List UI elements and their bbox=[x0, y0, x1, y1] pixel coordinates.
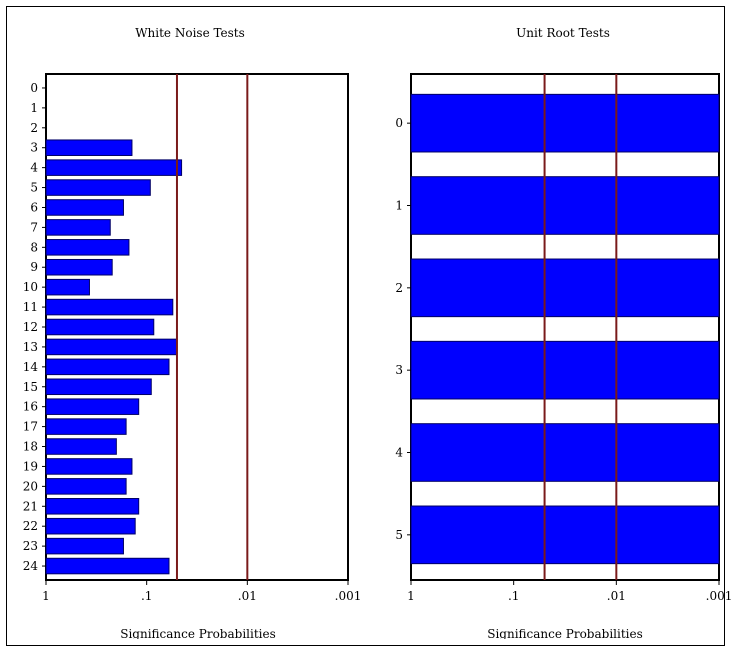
white-noise-bar-9 bbox=[45, 258, 113, 276]
white-noise-x-tick-label-0: 1 bbox=[42, 589, 50, 603]
white-noise-bar-22 bbox=[45, 517, 136, 535]
white-noise-y-tick-label-13: 13 bbox=[23, 340, 38, 354]
white-noise-bar-11 bbox=[45, 298, 174, 316]
unit-root-x-tick-label-1: .1 bbox=[508, 589, 519, 603]
left-chart-title: White Noise Tests bbox=[135, 26, 245, 40]
white-noise-y-tick-label-18: 18 bbox=[23, 440, 38, 454]
white-noise-y-tick-label-14: 14 bbox=[23, 360, 39, 374]
white-noise-bar-18 bbox=[45, 438, 117, 455]
white-noise-bar-19 bbox=[45, 458, 133, 475]
white-noise-y-tick-label-17: 17 bbox=[23, 420, 38, 434]
white-noise-y-tick-label-2: 2 bbox=[30, 121, 38, 135]
white-noise-x-tick-label-1: .1 bbox=[141, 589, 152, 603]
white-noise-bar-4 bbox=[45, 159, 183, 176]
unit-root-plot-area bbox=[410, 73, 720, 581]
white-noise-bar-6 bbox=[45, 199, 124, 216]
unit-root-y-tick-label-5: 5 bbox=[395, 528, 403, 542]
white-noise-bar-16 bbox=[45, 398, 140, 415]
white-noise-y-tick-label-0: 0 bbox=[30, 81, 38, 95]
white-noise-bar-10 bbox=[45, 278, 90, 296]
white-noise-bar-5 bbox=[45, 179, 151, 196]
unit-root-x-tick-label-3: .001 bbox=[706, 589, 733, 603]
white-noise-y-tick-label-4: 4 bbox=[30, 161, 38, 175]
white-noise-bar-3 bbox=[45, 139, 133, 156]
white-noise-y-tick-label-22: 22 bbox=[23, 519, 38, 533]
white-noise-bar-8 bbox=[45, 239, 130, 256]
white-noise-y-tick-label-3: 3 bbox=[30, 141, 38, 155]
white-noise-bar-24 bbox=[45, 557, 170, 575]
unit-root-x-tick-label-2: .01 bbox=[607, 589, 626, 603]
white-noise-y-tick-label-19: 19 bbox=[23, 459, 38, 473]
white-noise-y-tick-label-24: 24 bbox=[23, 559, 39, 573]
white-noise-bar-12 bbox=[45, 318, 155, 336]
left-x-axis-label: Significance Probabilities bbox=[120, 627, 276, 639]
white-noise-bar-17 bbox=[45, 418, 127, 435]
white-noise-y-tick-label-20: 20 bbox=[23, 479, 38, 493]
white-noise-bar-21 bbox=[45, 498, 140, 515]
unit-root-x-tick-label-0: 1 bbox=[407, 589, 415, 603]
white-noise-y-tick-label-16: 16 bbox=[23, 400, 38, 414]
white-noise-bar-13 bbox=[45, 338, 178, 356]
white-noise-bar-15 bbox=[45, 378, 152, 396]
white-noise-y-tick-label-5: 5 bbox=[30, 181, 38, 195]
white-noise-bar-20 bbox=[45, 478, 127, 495]
white-noise-bar-14 bbox=[45, 358, 170, 376]
white-noise-y-tick-label-1: 1 bbox=[30, 101, 38, 115]
white-noise-x-tick-label-2: .01 bbox=[238, 589, 257, 603]
white-noise-bar-7 bbox=[45, 219, 111, 236]
white-noise-y-tick-label-15: 15 bbox=[23, 380, 38, 394]
unit-root-y-tick-label-3: 3 bbox=[395, 363, 403, 377]
unit-root-bar-5 bbox=[410, 505, 720, 565]
white-noise-y-tick-label-21: 21 bbox=[23, 499, 38, 513]
white-noise-bar-23 bbox=[45, 537, 124, 555]
unit-root-y-tick-label-2: 2 bbox=[395, 281, 403, 295]
white-noise-y-tick-label-23: 23 bbox=[23, 539, 38, 553]
white-noise-y-tick-label-12: 12 bbox=[23, 320, 38, 334]
white-noise-y-tick-label-6: 6 bbox=[30, 200, 38, 214]
right-x-axis-label: Significance Probabilities bbox=[487, 627, 643, 639]
unit-root-y-tick-label-1: 1 bbox=[395, 199, 403, 213]
white-noise-y-tick-label-11: 11 bbox=[23, 300, 38, 314]
white-noise-y-tick-label-7: 7 bbox=[30, 220, 38, 234]
right-chart-title: Unit Root Tests bbox=[516, 26, 610, 40]
white-noise-y-tick-label-8: 8 bbox=[30, 240, 38, 254]
unit-root-bar-3 bbox=[410, 340, 720, 400]
unit-root-bar-4 bbox=[410, 423, 720, 482]
unit-root-y-tick-label-4: 4 bbox=[395, 446, 403, 460]
white-noise-x-tick-label-3: .001 bbox=[335, 589, 362, 603]
unit-root-y-tick-label-0: 0 bbox=[395, 116, 403, 130]
white-noise-y-tick-label-10: 10 bbox=[23, 280, 38, 294]
white-noise-y-tick-label-9: 9 bbox=[30, 260, 38, 274]
unit-root-bar-0 bbox=[410, 93, 720, 153]
unit-root-bar-1 bbox=[410, 176, 720, 235]
unit-root-bar-2 bbox=[410, 258, 720, 318]
